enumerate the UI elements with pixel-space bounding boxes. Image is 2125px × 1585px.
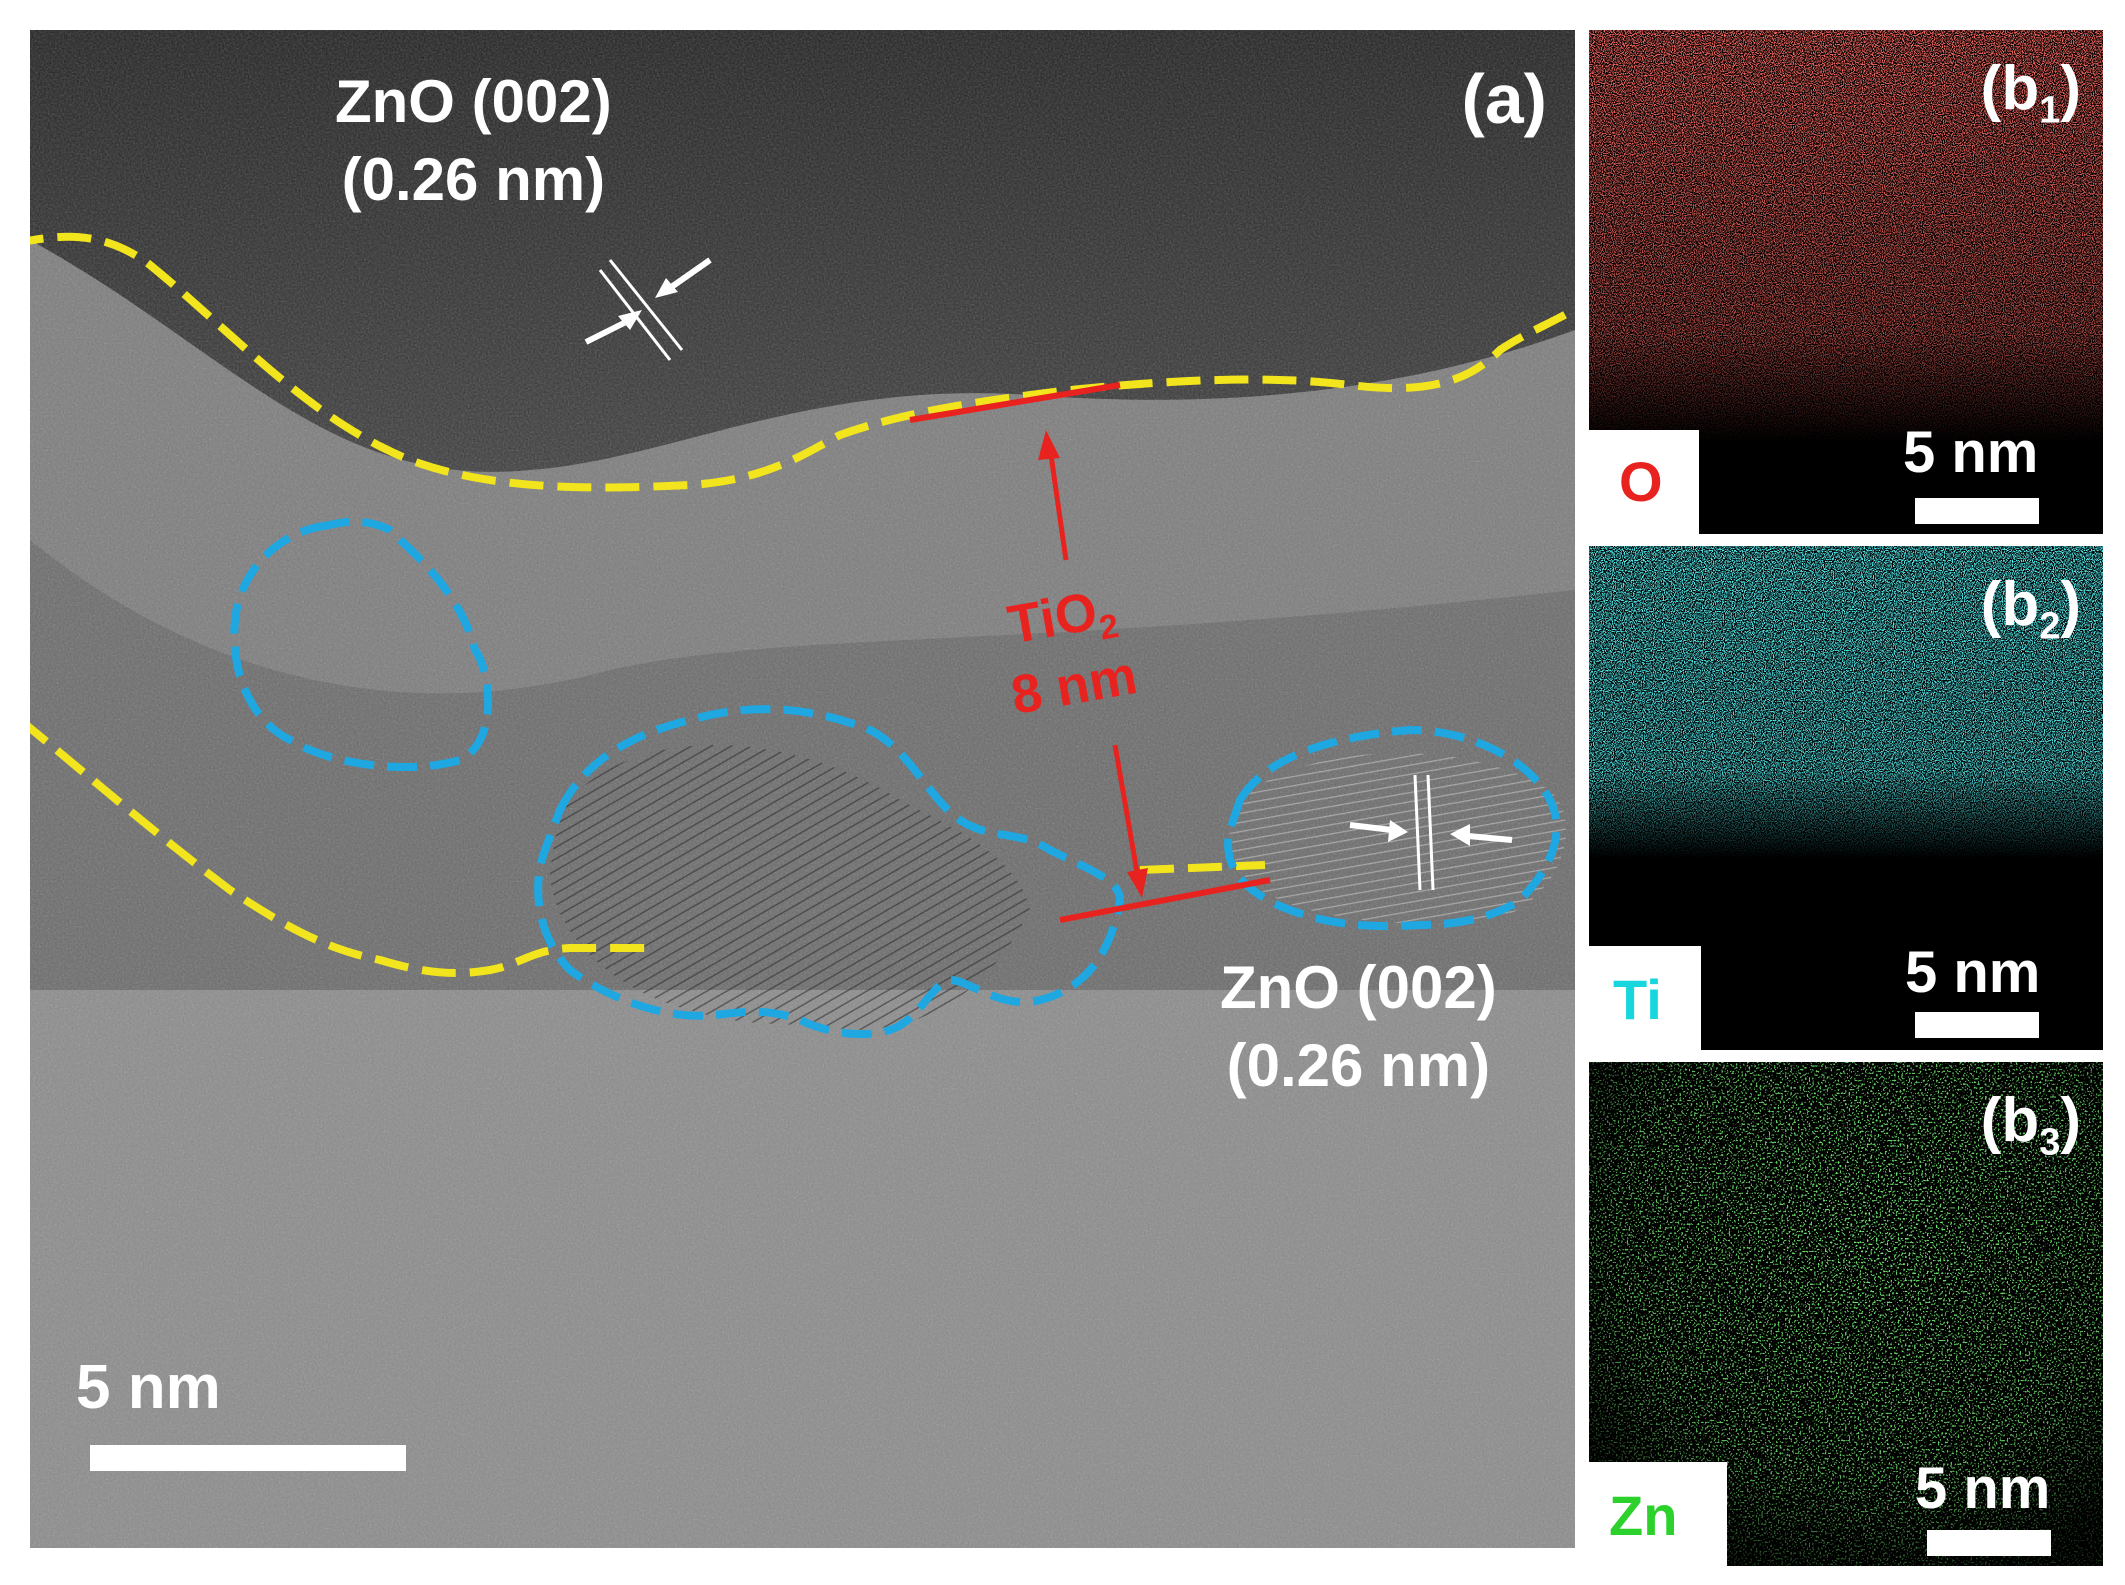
grain-outline-right <box>1224 725 1561 931</box>
lower-interface-line <box>30 722 650 977</box>
zno-label-bottom-spacing: (0.26 nm) <box>1226 1032 1491 1099</box>
panel-label-b1: (b1) <box>1980 54 2081 132</box>
scale-bar-b2 <box>1915 1012 2039 1038</box>
scale-bar-label-b1: 5 nm <box>1903 420 2039 485</box>
scale-bar-label-b3: 5 nm <box>1915 1456 2051 1521</box>
panel-label-b3: (b3) <box>1980 1086 2081 1164</box>
element-label-zn: Zn <box>1609 1484 1678 1547</box>
scale-bar-a <box>90 1445 406 1471</box>
panel-label-a: (a) <box>1461 60 1547 138</box>
upper-interface-line <box>30 232 1575 492</box>
eds-map-titanium: (b2) Ti 5 nm <box>1589 546 2103 1050</box>
scale-bar-b3 <box>1927 1530 2051 1556</box>
scale-bar-label-b2: 5 nm <box>1905 940 2041 1005</box>
tio2-thickness-annotation <box>909 382 1271 923</box>
scale-bar-b1 <box>1915 498 2039 524</box>
lattice-spacing-marker-right <box>1349 774 1513 891</box>
panel-label-b2: (b2) <box>1980 570 2081 648</box>
eds-map-zinc: (b3) Zn 5 nm <box>1589 1062 2103 1566</box>
eds-map-oxygen: (b1) O 5 nm <box>1589 30 2103 534</box>
hrtem-image-panel: (a) ZnO (002) (0.26 nm) ZnO (002) (0.26 … <box>30 30 1575 1548</box>
element-label-box-o: O <box>1589 430 1699 534</box>
zno-label-top-spacing: (0.26 nm) <box>341 146 606 213</box>
zno-label-bottom-plane: ZnO (002) <box>1220 954 1497 1021</box>
element-label-ti: Ti <box>1613 968 1662 1031</box>
grain-outline-center <box>534 705 1125 1039</box>
lattice-spacing-marker-top <box>584 257 712 361</box>
element-label-o: O <box>1619 450 1663 513</box>
zno-label-top-plane: ZnO (002) <box>335 68 612 135</box>
tio2-formula: TiO <box>1003 580 1102 656</box>
zno-label-bottom: ZnO (002) (0.26 nm) <box>1220 958 1497 1096</box>
zno-label-top: ZnO (002) (0.26 nm) <box>335 72 612 210</box>
grain-outline-left <box>230 517 493 771</box>
scale-bar-label-a: 5 nm <box>76 1353 221 1422</box>
element-label-box-ti: Ti <box>1589 946 1701 1050</box>
tio2-subscript: 2 <box>1096 606 1122 648</box>
element-label-box-zn: Zn <box>1589 1462 1727 1566</box>
tio2-label: TiO2 8 nm <box>994 575 1142 727</box>
hrtem-micrograph <box>30 30 1575 1548</box>
